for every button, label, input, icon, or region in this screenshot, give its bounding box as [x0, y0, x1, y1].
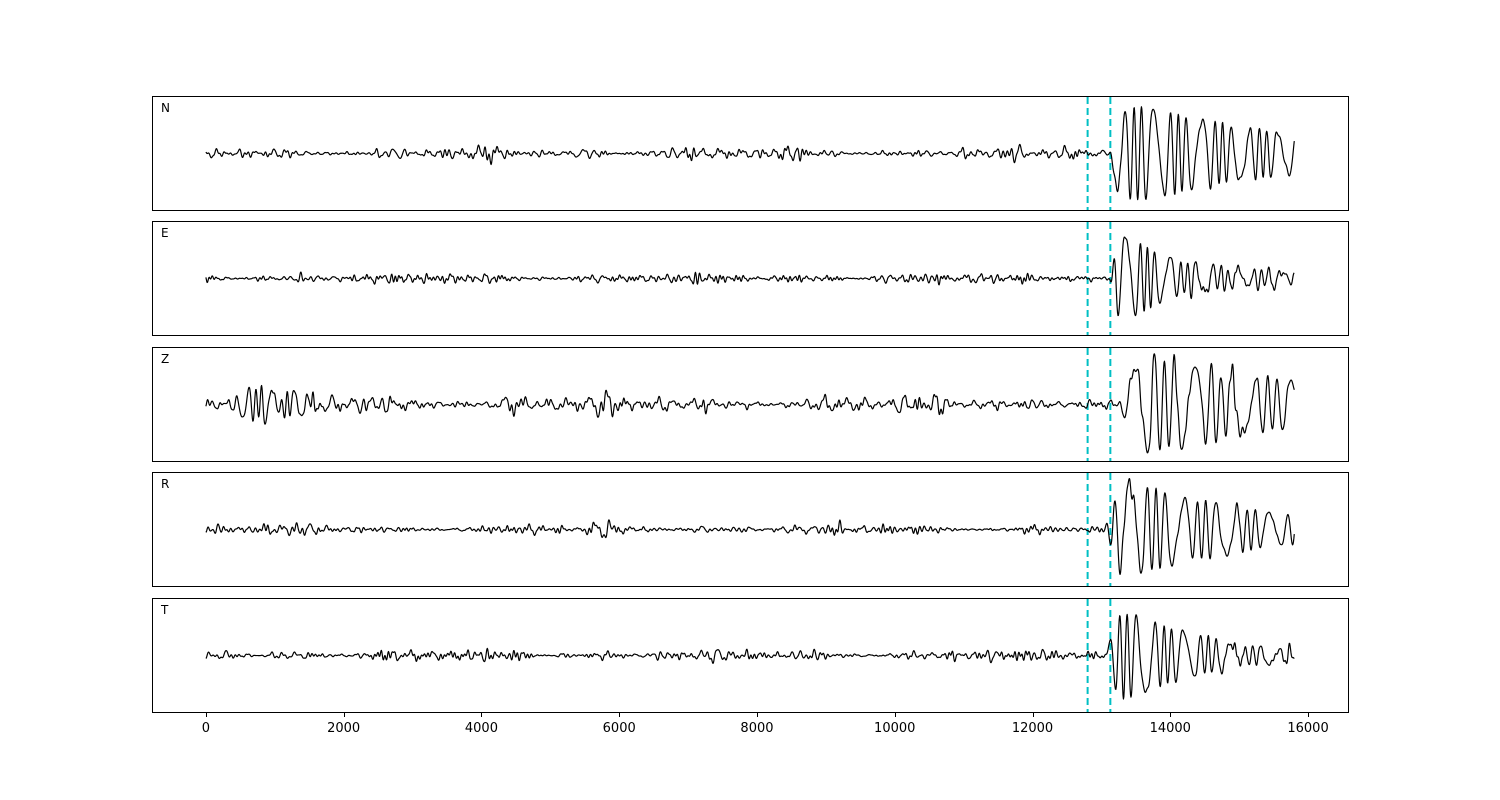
- panel-Z: Z: [152, 346, 1349, 462]
- waveform-canvas: [153, 598, 1348, 712]
- x-tick-mark: [619, 713, 621, 717]
- x-tick-mark: [343, 713, 345, 717]
- x-tick-mark: [1032, 713, 1034, 717]
- x-tick-label: 10000: [874, 721, 916, 736]
- panel-label: T: [161, 602, 169, 617]
- waveform-canvas: [153, 97, 1348, 210]
- waveform-panels: N E Z R T: [152, 96, 1349, 713]
- panel-N: N: [152, 96, 1349, 211]
- x-tick-label: 6000: [602, 721, 636, 736]
- panel-R: R: [152, 472, 1349, 588]
- x-tick-label: 8000: [740, 721, 774, 736]
- waveform-canvas: [153, 347, 1348, 461]
- x-tick-mark: [894, 713, 896, 717]
- x-tick-mark: [756, 713, 758, 717]
- x-tick-mark: [1308, 713, 1310, 717]
- x-tick-mark: [481, 713, 483, 717]
- panel-E: E: [152, 221, 1349, 337]
- x-tick-label: 2000: [327, 721, 361, 736]
- x-tick-label: 14000: [1149, 721, 1191, 736]
- panel-label: R: [161, 477, 170, 492]
- x-tick-label: 12000: [1011, 721, 1054, 736]
- panel-T: T: [152, 597, 1349, 713]
- x-tick-label: 16000: [1287, 721, 1329, 736]
- x-tick-label: 4000: [464, 721, 498, 736]
- x-tick-mark: [1170, 713, 1172, 717]
- x-tick-label: 0: [201, 721, 211, 736]
- panel-label: N: [161, 101, 170, 115]
- panel-label: Z: [161, 351, 170, 366]
- waveform-canvas: [153, 473, 1348, 587]
- x-tick-mark: [205, 713, 207, 717]
- panel-label: E: [161, 226, 169, 241]
- waveform-canvas: [153, 222, 1348, 336]
- x-axis: 0 2000 4000 6000 8000 10000 12000 14000 16000: [152, 713, 1349, 749]
